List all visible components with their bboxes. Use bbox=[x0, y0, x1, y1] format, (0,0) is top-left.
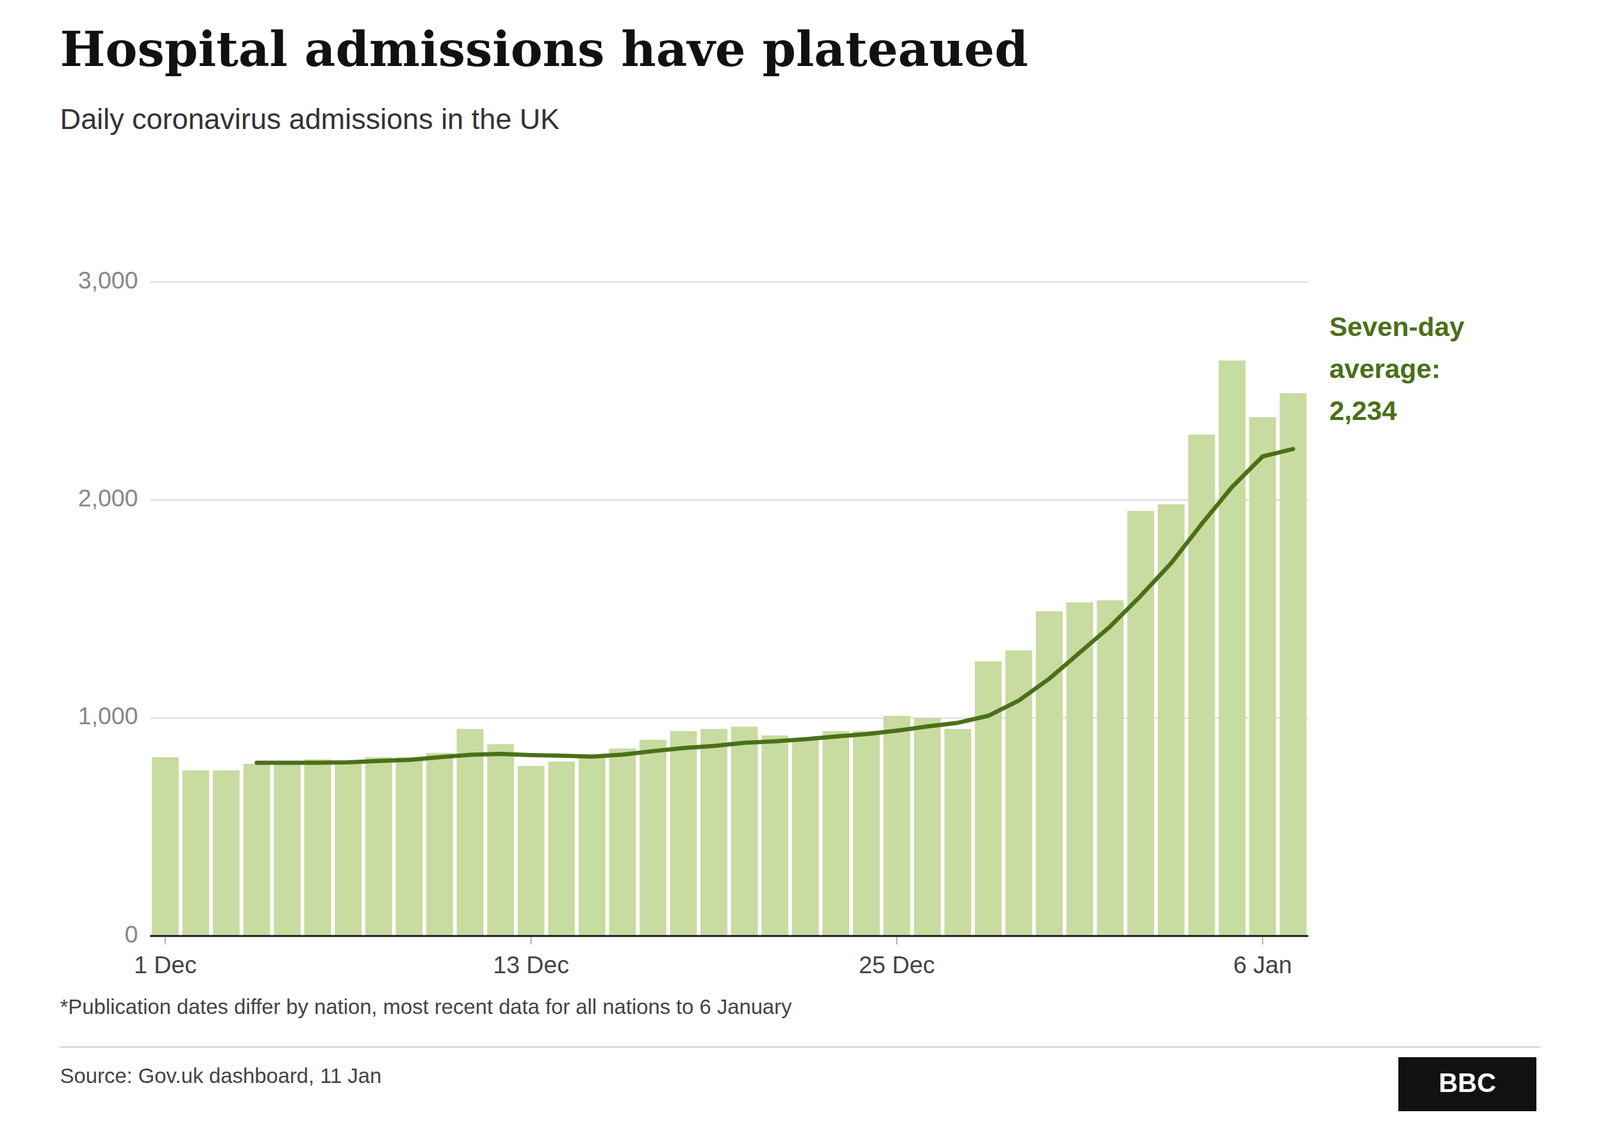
bar bbox=[609, 748, 637, 937]
bar bbox=[395, 757, 423, 937]
bar bbox=[914, 718, 942, 937]
logo: BBC bbox=[1398, 1057, 1537, 1112]
x-axis-line bbox=[150, 935, 1309, 938]
bar bbox=[243, 763, 271, 937]
annotation-line: 2,234 bbox=[1329, 395, 1398, 427]
x-axis: 1 Dec 13 Dec 25 Dec 6 Jan bbox=[133, 936, 1309, 979]
x-tick-label: 25 Dec bbox=[858, 951, 936, 979]
bar bbox=[1279, 393, 1307, 937]
x-tick bbox=[896, 937, 898, 945]
logo-text: BBC bbox=[1438, 1068, 1496, 1098]
subtitle: Daily coronavirus admissions in the UK bbox=[60, 103, 560, 136]
bar bbox=[517, 766, 545, 937]
average-line bbox=[256, 448, 1294, 763]
divider bbox=[60, 1046, 1540, 1048]
y-tick-label: 1,000 bbox=[78, 702, 139, 730]
bar bbox=[1035, 611, 1063, 937]
bar bbox=[669, 730, 697, 937]
y-tick-label: 2,000 bbox=[78, 484, 139, 512]
bar bbox=[304, 759, 332, 937]
x-tick-label: 6 Jan bbox=[1233, 951, 1293, 979]
grid-line bbox=[150, 499, 1309, 502]
bar bbox=[1127, 511, 1155, 937]
bar bbox=[273, 761, 301, 937]
plot-marks bbox=[151, 360, 1307, 937]
bar bbox=[456, 729, 484, 937]
bar bbox=[1218, 360, 1246, 937]
bar bbox=[547, 761, 575, 937]
bar bbox=[151, 757, 179, 937]
bar bbox=[334, 761, 362, 937]
bar bbox=[365, 757, 393, 937]
bar bbox=[822, 730, 850, 937]
bar bbox=[426, 753, 454, 937]
bar bbox=[883, 715, 911, 937]
bar bbox=[213, 770, 241, 937]
grid bbox=[150, 282, 1309, 937]
x-tick-label: 1 Dec bbox=[133, 951, 197, 979]
bar bbox=[182, 770, 210, 937]
y-axis: 0 1,000 2,000 3,000 bbox=[78, 267, 139, 948]
grid-line bbox=[150, 935, 1309, 937]
bar bbox=[974, 661, 1002, 937]
chart-svg: Hospital admissions have plateaued Daily … bbox=[0, 0, 1600, 1125]
bar bbox=[944, 729, 972, 937]
bar bbox=[1157, 504, 1185, 937]
bar bbox=[852, 730, 880, 937]
bar bbox=[792, 739, 820, 937]
x-tick bbox=[164, 937, 166, 945]
bar bbox=[487, 744, 515, 937]
x-tick bbox=[1262, 937, 1264, 945]
x-tick bbox=[530, 937, 532, 945]
y-tick-label: 3,000 bbox=[78, 267, 139, 294]
logo-box bbox=[1398, 1057, 1537, 1112]
x-tick-label: 13 Dec bbox=[492, 951, 569, 979]
source: Source: Gov.uk dashboard, 11 Jan bbox=[60, 1064, 382, 1088]
bar bbox=[761, 735, 789, 937]
y-tick-label: 0 bbox=[124, 921, 139, 948]
bar bbox=[639, 739, 667, 937]
bar bbox=[700, 729, 728, 937]
bar bbox=[730, 726, 758, 937]
grid-line bbox=[150, 281, 1309, 283]
annotation: Seven-day average: 2,234 bbox=[1329, 311, 1465, 427]
annotation-line: Seven-day bbox=[1329, 311, 1465, 343]
bar bbox=[1097, 600, 1125, 937]
bar bbox=[1248, 417, 1276, 937]
title: Hospital admissions have plateaued bbox=[60, 21, 1029, 78]
bar bbox=[578, 757, 606, 937]
footnote: *Publication dates differ by nation, mos… bbox=[60, 995, 793, 1019]
annotation-line: average: bbox=[1329, 353, 1441, 385]
